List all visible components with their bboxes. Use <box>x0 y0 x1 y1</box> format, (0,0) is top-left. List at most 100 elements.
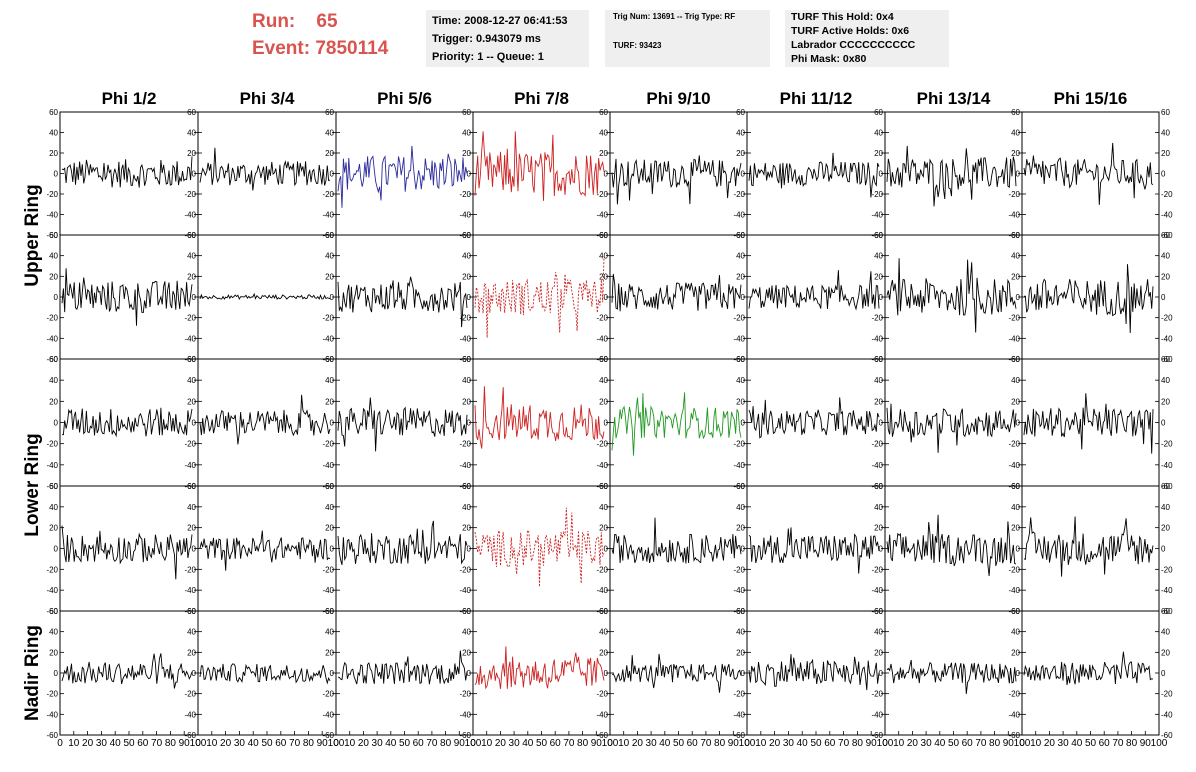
y-tick-label: -40 <box>733 710 745 719</box>
x-tick-label: 70 <box>975 738 987 749</box>
x-tick-label: 100 <box>877 738 894 749</box>
x-tick-label: 10 <box>68 738 80 749</box>
waveform-line <box>474 386 605 449</box>
waveform-line <box>886 145 1017 207</box>
y-tick-label: -20 <box>46 314 58 323</box>
y-tick-label: -20 <box>46 440 58 449</box>
event-label: Event: <box>252 38 311 59</box>
waveform-line <box>611 653 742 693</box>
y-tick-label: -60 <box>46 231 58 240</box>
y-tick-label: 20 <box>462 272 471 281</box>
panel-frame <box>472 610 611 736</box>
y-tick-label: 40 <box>736 628 745 637</box>
y-tick-label: 20 <box>49 149 58 158</box>
y-tick-label: -40 <box>184 211 196 220</box>
y-tick-label: 0 <box>879 669 884 678</box>
x-tick-label: 100 <box>328 738 345 749</box>
y-tick-label: -40 <box>733 211 745 220</box>
y-tick-label: -20 <box>322 314 334 323</box>
y-tick-label: 60 <box>462 108 471 117</box>
y-tick-label: 0 <box>604 293 609 302</box>
y-tick-label: 20 <box>49 272 58 281</box>
y-tick-label: -20 <box>871 314 883 323</box>
y-tick-label: 40 <box>187 376 196 385</box>
y-tick-label: 60 <box>462 231 471 240</box>
y-tick-label: -40 <box>1008 334 1020 343</box>
waveform-line <box>748 397 880 439</box>
y-tick-label: -60 <box>733 731 745 740</box>
run-label: Run: <box>252 11 296 32</box>
y-tick-label: 40 <box>462 503 471 512</box>
x-tick-label: 60 <box>962 738 974 749</box>
x-tick-label: 20 <box>82 738 94 749</box>
x-tick-label: 40 <box>797 738 809 749</box>
y-tick-label: 20 <box>736 397 745 406</box>
panel-frame <box>197 485 337 612</box>
x-tick-label: 100 <box>739 738 756 749</box>
ring-label: Upper Ring <box>22 184 43 286</box>
y-tick-label: 60 <box>736 231 745 240</box>
y-tick-label: 20 <box>599 272 608 281</box>
y-tick-label: 40 <box>599 503 608 512</box>
column-title: Phi 13/14 <box>917 89 991 108</box>
y-tick-label: 0 <box>604 419 609 428</box>
y-tick-label: -20 <box>459 190 471 199</box>
y-tick-label: 0 <box>54 545 59 554</box>
y-tick-label: -20 <box>46 690 58 699</box>
y-tick-label: -20 <box>871 190 883 199</box>
y-tick-label: 20 <box>462 524 471 533</box>
y-tick-label: 0 <box>1016 293 1021 302</box>
y-tick-label: -40 <box>46 586 58 595</box>
x-tick-label: 70 <box>838 738 850 749</box>
y-tick-label: 20 <box>599 524 608 533</box>
priority-text: Priority: 1 -- Queue: 1 <box>432 51 544 63</box>
x-tick-label: 40 <box>659 738 671 749</box>
x-tick-label: 0 <box>882 738 888 749</box>
panel-frame <box>197 234 337 360</box>
waveform-line <box>748 152 880 198</box>
y-tick-label: 40 <box>49 503 58 512</box>
y-tick-label: 20 <box>325 524 334 533</box>
y-tick-label: 20 <box>874 524 883 533</box>
y-tick-label: 0 <box>879 419 884 428</box>
waveform-line <box>61 268 193 326</box>
x-tick-label: 30 <box>783 738 795 749</box>
y-tick-label: 60 <box>1011 607 1020 616</box>
y-tick-label: -40 <box>459 461 471 470</box>
y-tick-label: -40 <box>322 211 334 220</box>
y-tick-label: 60 <box>736 108 745 117</box>
y-tick-label: -20 <box>46 565 58 574</box>
x-tick-label: 30 <box>234 738 246 749</box>
x-tick-label: 40 <box>522 738 534 749</box>
x-tick-label: 80 <box>165 738 177 749</box>
y-tick-label: -20 <box>322 190 334 199</box>
y-tick-label: 20 <box>325 149 334 158</box>
waveform-line <box>886 659 1017 694</box>
x-tick-label: 30 <box>646 738 658 749</box>
y-tick-label: 60 <box>49 355 58 364</box>
y-tick-label: 60 <box>49 231 58 240</box>
y-tick-label: -20 <box>1161 190 1173 199</box>
y-tick-label: 60 <box>736 607 745 616</box>
y-tick-label: 60 <box>736 482 745 491</box>
waveform-line <box>886 258 1017 333</box>
x-tick-label: 90 <box>728 738 740 749</box>
x-tick-label: 70 <box>426 738 438 749</box>
y-tick-label: -20 <box>733 440 745 449</box>
y-tick-label: -40 <box>322 334 334 343</box>
turf-active-text: TURF Active Holds: 0x6 <box>791 25 910 37</box>
x-tick-label: 20 <box>769 738 781 749</box>
y-tick-label: -20 <box>459 690 471 699</box>
y-tick-label: -40 <box>596 710 608 719</box>
y-tick-label: -40 <box>871 586 883 595</box>
y-tick-label: 20 <box>462 149 471 158</box>
y-tick-label: 20 <box>1161 272 1170 281</box>
y-tick-label: 0 <box>54 669 59 678</box>
y-tick-label: 20 <box>599 149 608 158</box>
y-tick-label: 0 <box>1161 293 1166 302</box>
y-tick-label: -20 <box>733 565 745 574</box>
waveform-line <box>748 270 880 311</box>
turf-info-box: TURF This Hold: 0x4 TURF Active Holds: 0… <box>785 10 949 67</box>
y-tick-label: -40 <box>459 211 471 220</box>
